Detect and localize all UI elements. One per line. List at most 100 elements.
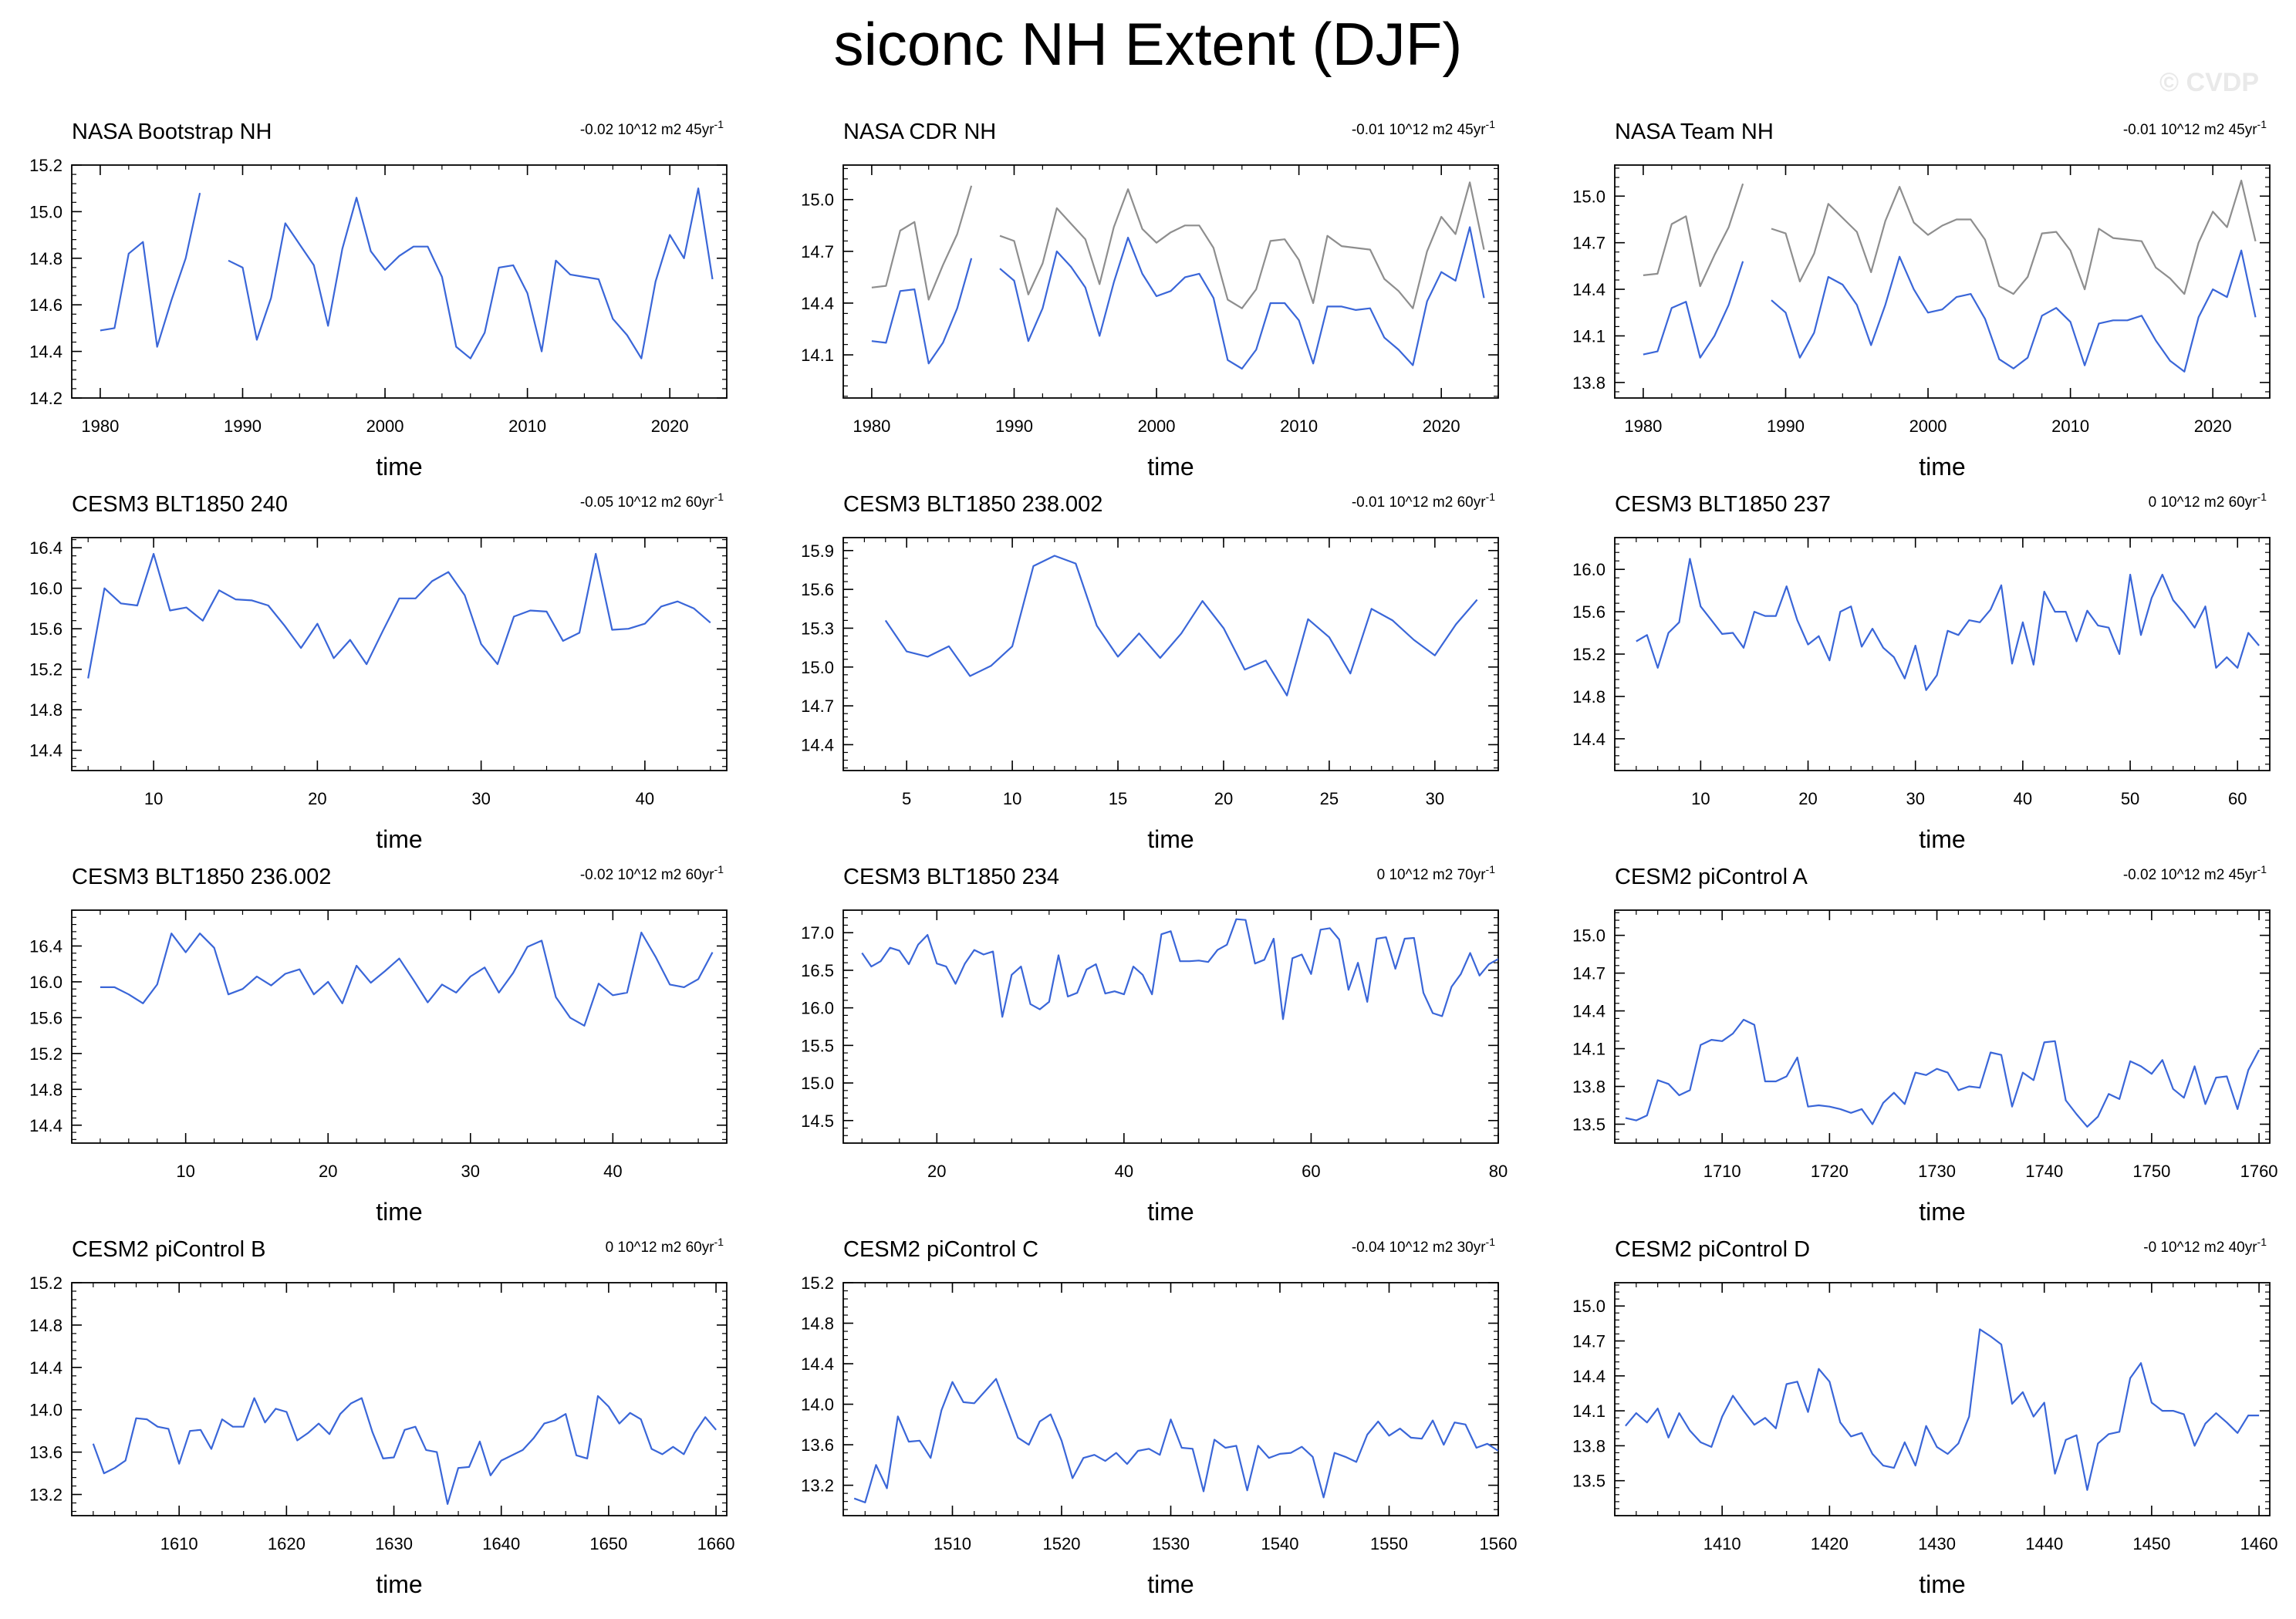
y-tick-label: 14.8 xyxy=(1572,687,1606,707)
plot-frame xyxy=(842,909,1499,1144)
y-tick-label: 14.8 xyxy=(29,1080,62,1099)
x-tick-label: 1420 xyxy=(1811,1534,1849,1553)
x-tick-label: 5 xyxy=(902,789,911,808)
y-tick-label: 14.4 xyxy=(29,1358,62,1378)
y-tick-label: 13.6 xyxy=(29,1443,62,1462)
y-tick-label: 16.0 xyxy=(29,973,62,992)
x-tick-label: 2020 xyxy=(1423,417,1460,436)
y-tick-label: 14.5 xyxy=(801,1111,834,1131)
y-tick-label: 14.8 xyxy=(29,1316,62,1335)
chart-panel: NASA Bootstrap NH -0.02 10^12 m2 45yr-1 ti… xyxy=(29,118,728,481)
x-tick-label: 1980 xyxy=(853,417,890,436)
x-tick-label: 1660 xyxy=(697,1534,735,1553)
x-axis-label: time xyxy=(376,825,422,853)
x-tick-label: 1550 xyxy=(1370,1534,1408,1553)
series-line xyxy=(1625,1018,2261,1128)
y-tick-label: 15.0 xyxy=(801,191,834,210)
chart-panel: CESM2 piControl D -0 10^12 m2 40yr-1 time 1… xyxy=(1572,1236,2277,1598)
y-tick-label: 15.2 xyxy=(29,1273,62,1293)
chart-panel: CESM2 piControl C -0.04 10^12 m2 30yr-1 ti… xyxy=(801,1236,1517,1598)
series-line xyxy=(100,187,714,359)
trend-label: -0.01 10^12 m2 60yr-1 xyxy=(1352,491,1495,511)
x-tick-label: 2000 xyxy=(1138,417,1176,436)
y-tick-label: 14.4 xyxy=(801,294,834,313)
y-tick-label: 13.2 xyxy=(29,1486,62,1505)
y-tick-label: 13.6 xyxy=(801,1435,834,1455)
x-tick-label: 1990 xyxy=(1767,417,1805,436)
chart-panel: CESM2 piControl A -0.02 10^12 m2 45yr-1 ti… xyxy=(1572,863,2277,1226)
series-line xyxy=(1643,249,2257,373)
x-axis-label: time xyxy=(1147,453,1194,481)
x-tick-label: 1450 xyxy=(2132,1534,2170,1553)
plot-frame xyxy=(842,1282,1499,1516)
y-tick-label: 14.4 xyxy=(801,735,834,754)
y-tick-label: 14.1 xyxy=(1572,1401,1606,1421)
y-tick-label: 15.0 xyxy=(801,1074,834,1093)
y-tick-label: 15.9 xyxy=(801,541,834,561)
x-axis-label: time xyxy=(376,453,422,481)
trend-label: -0.04 10^12 m2 30yr-1 xyxy=(1352,1236,1495,1256)
series-line xyxy=(92,1395,717,1505)
x-tick-label: 1560 xyxy=(1480,1534,1518,1553)
x-tick-label: 10 xyxy=(1003,789,1021,808)
trend-label: 0 10^12 m2 60yr-1 xyxy=(606,1236,724,1256)
x-tick-label: 1710 xyxy=(1703,1162,1741,1181)
x-tick-label: 20 xyxy=(1214,789,1233,808)
x-tick-label: 2010 xyxy=(2051,417,2089,436)
x-tick-label: 20 xyxy=(1798,789,1817,808)
y-tick-label: 14.4 xyxy=(1572,1367,1606,1386)
y-tick-label: 14.7 xyxy=(801,242,834,261)
y-tick-label: 16.4 xyxy=(29,936,62,956)
x-tick-label: 2000 xyxy=(1909,417,1947,436)
plot-frame xyxy=(842,537,1499,771)
chart-panel: CESM3 BLT1850 240 -0.05 10^12 m2 60yr-1 ti… xyxy=(29,491,728,853)
x-tick-label: 1510 xyxy=(934,1534,971,1553)
x-tick-label: 30 xyxy=(1906,789,1924,808)
y-tick-label: 14.2 xyxy=(29,389,62,408)
y-tick-label: 14.7 xyxy=(801,697,834,716)
x-axis-label: time xyxy=(1147,1198,1194,1226)
x-tick-label: 1440 xyxy=(2025,1534,2063,1553)
x-axis-label: time xyxy=(1147,825,1194,853)
x-tick-label: 30 xyxy=(1426,789,1444,808)
x-tick-label: 30 xyxy=(461,1162,480,1181)
trend-label: -0.02 10^12 m2 60yr-1 xyxy=(580,863,724,883)
x-axis-label: time xyxy=(1919,1570,1965,1598)
x-tick-label: 1750 xyxy=(2132,1162,2170,1181)
x-tick-label: 1990 xyxy=(995,417,1033,436)
chart-panel: CESM3 BLT1850 236.002 -0.02 10^12 m2 60yr… xyxy=(29,863,728,1226)
series-line xyxy=(861,918,1498,1020)
x-tick-label: 1980 xyxy=(1624,417,1662,436)
trend-label: 0 10^12 m2 60yr-1 xyxy=(2149,491,2267,511)
y-tick-label: 15.6 xyxy=(801,580,834,599)
panel-title: NASA Team NH xyxy=(1615,120,1774,144)
x-tick-label: 1410 xyxy=(1703,1534,1741,1553)
x-tick-label: 1430 xyxy=(1918,1534,1956,1553)
y-tick-label: 16.4 xyxy=(29,538,62,558)
y-tick-label: 14.4 xyxy=(1572,730,1606,749)
y-tick-label: 13.2 xyxy=(801,1476,834,1496)
x-tick-label: 30 xyxy=(471,789,490,808)
trend-label: -0.02 10^12 m2 45yr-1 xyxy=(2123,863,2267,883)
panel-title: CESM2 piControl B xyxy=(72,1237,265,1262)
y-tick-label: 15.3 xyxy=(801,619,834,638)
y-tick-label: 14.1 xyxy=(801,346,834,365)
x-tick-label: 80 xyxy=(1489,1162,1508,1181)
chart-panel: CESM3 BLT1850 234 0 10^12 m2 70yr-1 time 20… xyxy=(801,863,1508,1226)
cvdp-watermark: © CVDP xyxy=(2159,68,2259,97)
y-tick-label: 14.4 xyxy=(29,741,62,761)
x-tick-label: 1740 xyxy=(2025,1162,2063,1181)
y-tick-label: 13.5 xyxy=(1572,1115,1606,1135)
y-tick-label: 16.5 xyxy=(801,961,834,980)
x-axis-label: time xyxy=(376,1198,422,1226)
x-tick-label: 15 xyxy=(1109,789,1127,808)
series-line xyxy=(871,181,1485,309)
y-tick-label: 14.8 xyxy=(801,1314,834,1334)
x-tick-label: 1620 xyxy=(268,1534,306,1553)
plot-frame xyxy=(71,537,728,771)
plot-frame xyxy=(1614,909,2271,1144)
x-tick-label: 2020 xyxy=(2194,417,2232,436)
y-tick-label: 15.0 xyxy=(29,202,62,221)
x-axis-label: time xyxy=(1147,1570,1194,1598)
trend-label: -0 10^12 m2 40yr-1 xyxy=(2143,1236,2267,1256)
